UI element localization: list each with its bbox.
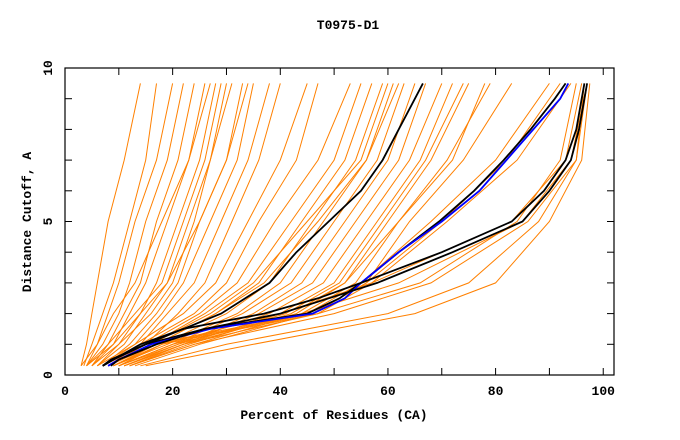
y-tick-label: 10: [41, 60, 56, 76]
x-tick-label: 60: [380, 384, 396, 399]
highlight-curve-black-right-2: [110, 83, 588, 367]
model-curve-41: [140, 83, 585, 367]
x-tick-label: 40: [272, 384, 288, 399]
model-curve-8: [102, 83, 244, 367]
model-curve-13: [91, 83, 233, 367]
model-curve-18: [102, 83, 351, 367]
highlight-curve-black-middle: [102, 82, 424, 367]
model-curve-1: [83, 83, 157, 366]
model-curve-12: [86, 83, 222, 367]
model-curve-14: [80, 83, 211, 367]
y-tick-label: 0: [41, 371, 56, 379]
x-tick-label: 20: [165, 384, 181, 399]
model-curve-43: [124, 83, 577, 367]
x-tick-label: 0: [61, 384, 69, 399]
x-tick-label: 100: [592, 384, 616, 399]
model-curve-3: [86, 83, 184, 367]
model-curve-34: [124, 83, 464, 367]
model-curve-15: [86, 83, 249, 367]
model-curve-0: [80, 83, 141, 366]
x-axis-label: Percent of Residues (CA): [240, 408, 427, 423]
highlight-curve-black-right-1: [102, 83, 586, 367]
highlight-curve-blue: [107, 82, 570, 367]
series-group: [80, 82, 591, 367]
y-tick-label: 5: [41, 217, 56, 225]
model-curve-42: [145, 83, 591, 367]
chart-title: T0975-D1: [317, 18, 380, 33]
plot-frame: [64, 67, 615, 376]
x-tick-label: 80: [488, 384, 504, 399]
axes-group: 0 20 40 60 80 100 0 5 10: [41, 60, 615, 399]
y-axis-label: Distance Cutoff, A: [20, 152, 35, 293]
model-curve-16: [97, 83, 308, 367]
